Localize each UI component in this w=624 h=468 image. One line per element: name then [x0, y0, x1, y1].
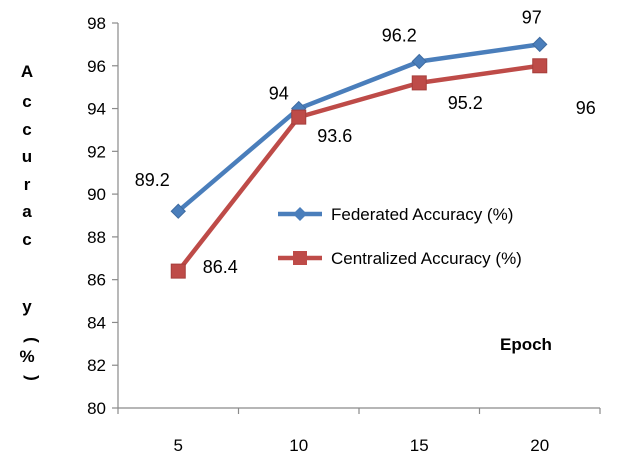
legend-label: Federated Accuracy (%) — [331, 205, 513, 224]
data-label: 96.2 — [382, 26, 417, 46]
y-axis-label: Accuracy(%) — [19, 62, 42, 381]
data-point-diamond — [532, 36, 548, 53]
legend: Federated Accuracy (%) Centralized Accura… — [278, 205, 522, 268]
y-tick-label: 96 — [87, 57, 106, 76]
data-label: 97 — [522, 7, 542, 27]
y-axis-label-char: a — [22, 202, 32, 221]
data-point-diamond — [170, 203, 186, 219]
y-tick-label: 86 — [87, 271, 106, 290]
y-tick-label: 90 — [87, 185, 106, 204]
x-axis-label: Epoch — [500, 335, 552, 354]
data-labels: 89.2 94 96.2 97 86.4 93.6 95.2 96 — [135, 7, 596, 277]
y-axis-label-char: A — [21, 62, 33, 81]
x-tick-label: 5 — [174, 436, 183, 455]
y-axis-label-char: c — [22, 92, 31, 111]
y-axis-label-char: ) — [23, 375, 42, 381]
data-label: 89.2 — [135, 170, 170, 190]
x-tick-labels: 5 10 15 20 — [174, 436, 550, 455]
y-axis-label-char: y — [22, 297, 32, 316]
axes — [112, 22, 601, 414]
legend-marker-square — [293, 251, 307, 265]
y-axis-label-char: u — [22, 147, 32, 166]
data-label: 95.2 — [448, 93, 483, 113]
y-tick-label: 84 — [87, 313, 106, 332]
data-point-square — [170, 263, 186, 279]
y-axis-label-char: % — [19, 347, 34, 366]
data-label: 94 — [269, 84, 289, 104]
data-label: 96 — [576, 98, 596, 118]
data-point-square — [291, 109, 307, 125]
x-tick-label: 10 — [289, 436, 308, 455]
legend-label: Centralized Accuracy (%) — [331, 249, 522, 268]
y-tick-label: 92 — [87, 142, 106, 161]
y-axis-label-char: ( — [23, 337, 42, 343]
data-point-square — [411, 75, 427, 91]
legend-marker-diamond — [293, 207, 307, 221]
series-line — [176, 42, 542, 214]
series-layer — [170, 36, 548, 279]
y-tick-label: 88 — [87, 228, 106, 247]
data-point-square — [532, 58, 548, 74]
y-tick-label: 98 — [87, 14, 106, 33]
y-axis-label-char: c — [22, 230, 31, 249]
data-point-diamond — [411, 53, 427, 70]
series-line — [176, 63, 542, 274]
y-tick-labels: 80 82 84 86 88 90 92 94 96 98 — [87, 14, 106, 418]
y-axis-label-char: r — [24, 175, 31, 194]
y-tick-label: 94 — [87, 100, 106, 119]
y-axis-label-char: c — [22, 120, 31, 139]
x-tick-label: 15 — [410, 436, 429, 455]
y-tick-label: 82 — [87, 356, 106, 375]
x-tick-label: 20 — [530, 436, 549, 455]
data-label: 86.4 — [203, 257, 238, 277]
y-tick-label: 80 — [87, 399, 106, 418]
data-label: 93.6 — [317, 126, 352, 146]
